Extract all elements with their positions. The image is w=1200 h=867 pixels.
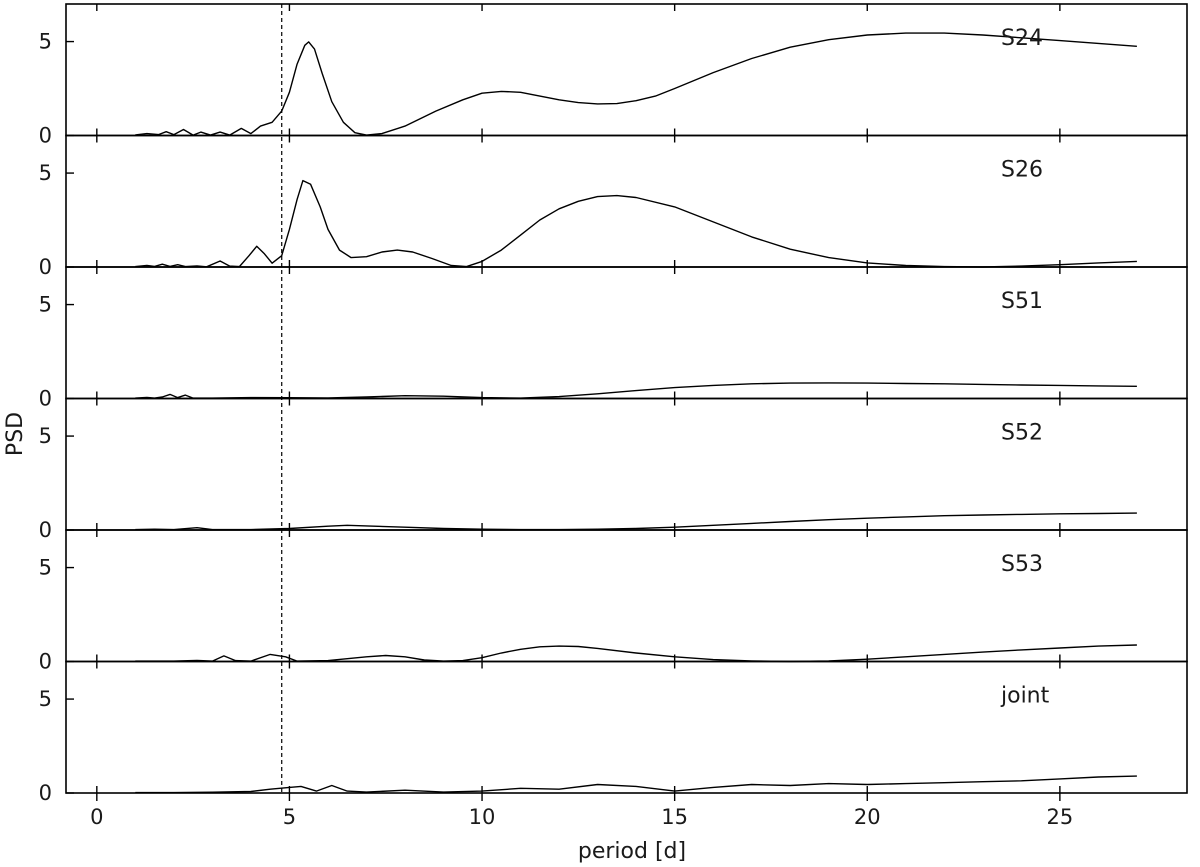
x-tick-label: 0 (90, 805, 103, 829)
panel-label-s53: S53 (1001, 552, 1043, 577)
panel-label-s26: S26 (1001, 158, 1043, 183)
x-tick-label: 20 (854, 805, 881, 829)
y-tick-label: 5 (39, 30, 52, 54)
panel-s51: 0 5 S51 (39, 266, 1188, 411)
chart-panels: 0 5 S24 0 5 S26 0 5 S51 0 5 S52 0 5 S53 0 5 joint (39, 3, 1188, 805)
panel-frame (65, 397, 1188, 531)
series-line-s51 (135, 382, 1137, 399)
y-tick-label: 5 (39, 687, 52, 711)
panel-frame (65, 134, 1188, 268)
panel-label-joint: joint (1000, 684, 1050, 709)
x-tick-label: 5 (283, 805, 296, 829)
series-line-s26 (135, 179, 1137, 268)
y-tick-label: 0 (39, 387, 52, 411)
x-axis-label: period [d] (578, 839, 686, 864)
y-tick-label: 5 (39, 424, 52, 448)
y-tick-label: 0 (39, 781, 52, 805)
panel-s24: 0 5 S24 (39, 3, 1188, 148)
panel-frame (65, 660, 1188, 794)
panel-s26: 0 5 S26 (39, 134, 1188, 279)
series-line-joint (135, 775, 1137, 794)
x-axis-ticks: 0 5 10 15 20 25 (90, 793, 1073, 829)
y-tick-label: 0 (39, 518, 52, 542)
panel-label-s52: S52 (1001, 421, 1043, 446)
x-tick-label: 25 (1047, 805, 1074, 829)
series-line-s24 (135, 32, 1137, 136)
series-line-s52 (135, 512, 1137, 531)
panel-joint: 0 5 joint (39, 660, 1188, 805)
panel-frame (65, 3, 1188, 137)
y-tick-label: 0 (39, 255, 52, 279)
y-axis-label: PSD (3, 412, 28, 456)
panel-s53: 0 5 S53 (39, 529, 1188, 674)
y-tick-label: 0 (39, 650, 52, 674)
x-tick-label: 10 (469, 805, 496, 829)
y-tick-label: 5 (39, 556, 52, 580)
y-tick-label: 5 (39, 161, 52, 185)
y-tick-label: 0 (39, 124, 52, 148)
series-line-s53 (135, 644, 1137, 663)
y-tick-label: 5 (39, 293, 52, 317)
panel-label-s24: S24 (1001, 26, 1043, 51)
x-tick-label: 15 (661, 805, 688, 829)
panel-frame (65, 266, 1188, 400)
panel-s52: 0 5 S52 (39, 397, 1188, 542)
panel-label-s51: S51 (1001, 289, 1043, 314)
panel-frame (65, 529, 1188, 663)
